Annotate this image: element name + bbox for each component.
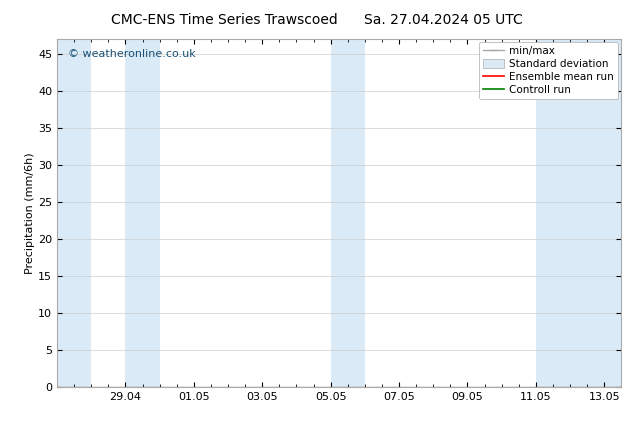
Bar — [536, 39, 621, 387]
Bar — [57, 39, 91, 387]
Legend: min/max, Standard deviation, Ensemble mean run, Controll run: min/max, Standard deviation, Ensemble me… — [479, 42, 618, 99]
Text: CMC-ENS Time Series Trawscoed      Sa. 27.04.2024 05 UTC: CMC-ENS Time Series Trawscoed Sa. 27.04.… — [111, 13, 523, 27]
Bar — [126, 39, 160, 387]
Bar — [331, 39, 365, 387]
Y-axis label: Precipitation (mm/6h): Precipitation (mm/6h) — [25, 152, 36, 273]
Text: © weatheronline.co.uk: © weatheronline.co.uk — [68, 49, 196, 59]
